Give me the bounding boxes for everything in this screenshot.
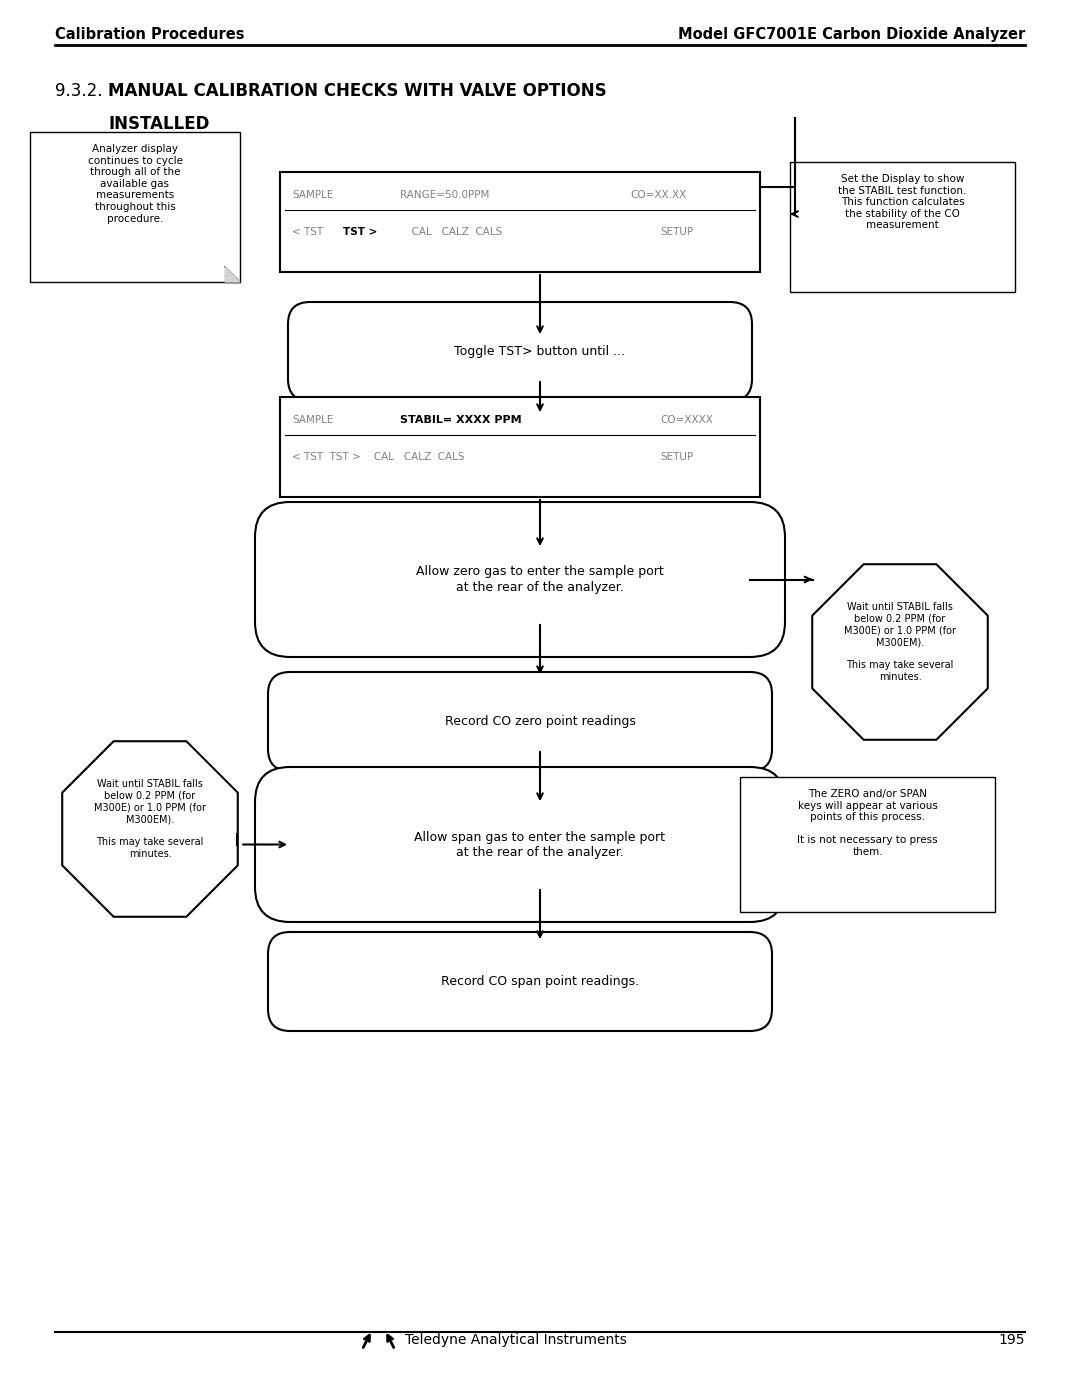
FancyBboxPatch shape — [288, 302, 752, 401]
Text: SETUP: SETUP — [660, 226, 693, 237]
Text: Teledyne Analytical Instruments: Teledyne Analytical Instruments — [405, 1333, 626, 1347]
Text: Model GFC7001E Carbon Dioxide Analyzer: Model GFC7001E Carbon Dioxide Analyzer — [678, 27, 1025, 42]
Text: 195: 195 — [999, 1333, 1025, 1347]
FancyBboxPatch shape — [280, 397, 760, 497]
Text: Wait until STABIL falls
below 0.2 PPM (for
M300E) or 1.0 PPM (for
M300EM).

This: Wait until STABIL falls below 0.2 PPM (f… — [843, 602, 956, 682]
Text: TST >: TST > — [343, 226, 377, 237]
Text: RANGE=50.0PPM: RANGE=50.0PPM — [400, 190, 489, 200]
Text: SAMPLE: SAMPLE — [292, 415, 334, 425]
FancyBboxPatch shape — [280, 172, 760, 272]
Text: Toggle TST> button until ...: Toggle TST> button until ... — [455, 345, 625, 358]
Text: < TST  TST >    CAL   CALZ  CALS: < TST TST > CAL CALZ CALS — [292, 453, 464, 462]
Text: Record CO span point readings.: Record CO span point readings. — [441, 975, 639, 988]
FancyBboxPatch shape — [255, 767, 785, 922]
Text: CO=XXXX: CO=XXXX — [660, 415, 713, 425]
Text: INSTALLED: INSTALLED — [108, 115, 210, 133]
Text: CAL   CALZ  CALS: CAL CALZ CALS — [405, 226, 502, 237]
FancyBboxPatch shape — [789, 162, 1015, 292]
FancyBboxPatch shape — [30, 131, 240, 282]
Polygon shape — [225, 267, 240, 282]
Text: STABIL= XXXX PPM: STABIL= XXXX PPM — [400, 415, 522, 425]
FancyBboxPatch shape — [268, 672, 772, 771]
Text: Record CO zero point readings: Record CO zero point readings — [445, 715, 635, 728]
FancyBboxPatch shape — [255, 502, 785, 657]
Text: Calibration Procedures: Calibration Procedures — [55, 27, 244, 42]
Text: The ZERO and/or SPAN
keys will appear at various
points of this process.

It is : The ZERO and/or SPAN keys will appear at… — [797, 789, 937, 856]
Text: Wait until STABIL falls
below 0.2 PPM (for
M300E) or 1.0 PPM (for
M300EM).

This: Wait until STABIL falls below 0.2 PPM (f… — [94, 780, 206, 859]
Text: CO=XX.XX: CO=XX.XX — [630, 190, 686, 200]
Text: SAMPLE: SAMPLE — [292, 190, 334, 200]
Text: MANUAL CALIBRATION CHECKS WITH VALVE OPTIONS: MANUAL CALIBRATION CHECKS WITH VALVE OPT… — [108, 82, 607, 101]
Text: < TST: < TST — [292, 226, 326, 237]
Text: Allow span gas to enter the sample port
at the rear of the analyzer.: Allow span gas to enter the sample port … — [415, 830, 665, 859]
Text: 9.3.2.: 9.3.2. — [55, 82, 108, 101]
Polygon shape — [812, 564, 988, 740]
Polygon shape — [63, 742, 238, 916]
Text: Allow zero gas to enter the sample port
at the rear of the analyzer.: Allow zero gas to enter the sample port … — [416, 566, 664, 594]
FancyBboxPatch shape — [740, 777, 995, 912]
FancyBboxPatch shape — [268, 932, 772, 1031]
Text: Set the Display to show
the STABIL test function.
This function calculates
the s: Set the Display to show the STABIL test … — [838, 175, 967, 231]
Text: SETUP: SETUP — [660, 453, 693, 462]
Text: Analyzer display
continues to cycle
through all of the
available gas
measurement: Analyzer display continues to cycle thro… — [87, 144, 183, 224]
